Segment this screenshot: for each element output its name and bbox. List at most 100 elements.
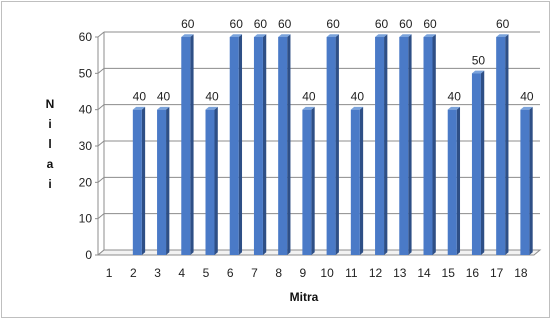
x-tick-label: 11 — [345, 266, 358, 280]
bar-front — [399, 37, 409, 255]
bar-side — [480, 70, 485, 255]
y-tick-labels: 0 10 20 30 40 50 60 — [79, 30, 93, 262]
bar-front — [157, 109, 167, 256]
bar-side — [190, 34, 194, 255]
gridline-diag — [97, 67, 105, 74]
bar-top — [205, 106, 218, 110]
bar-top — [520, 106, 533, 110]
y-tick-label: 30 — [79, 139, 93, 153]
bar-side — [456, 106, 461, 256]
bar-side — [214, 106, 218, 256]
bar — [253, 34, 267, 255]
data-label: 40 — [302, 90, 316, 104]
bar-front — [375, 37, 385, 255]
x-tick-label: 13 — [393, 266, 407, 280]
y-axis-title-letter: l — [48, 137, 51, 151]
data-label: 60 — [326, 17, 340, 31]
y-axis-title-letter: i — [48, 177, 51, 191]
bar — [205, 106, 218, 256]
bar-top — [157, 106, 170, 110]
bar-front — [229, 37, 239, 255]
bar-top — [471, 70, 485, 74]
bar-side — [238, 34, 243, 255]
bar-side — [359, 106, 364, 256]
bar — [181, 34, 194, 255]
bar-side — [262, 34, 267, 255]
bar-front — [302, 109, 312, 256]
x-tick-label: 10 — [320, 266, 334, 280]
bar-top — [326, 34, 339, 37]
data-label: 40 — [351, 90, 365, 104]
x-tick-label: 15 — [442, 266, 456, 280]
bar — [375, 34, 388, 255]
data-label: 60 — [375, 17, 389, 31]
bar-top — [302, 106, 315, 110]
y-tick-label: 40 — [79, 103, 93, 117]
x-tick-label: 1 — [106, 266, 113, 280]
x-tick-label: 8 — [275, 266, 282, 280]
data-label: 40 — [520, 90, 534, 104]
bar-front — [520, 109, 530, 256]
data-label: 40 — [157, 90, 171, 104]
data-label: 40 — [448, 90, 462, 104]
bar-front — [132, 109, 142, 256]
gridline-diag — [97, 31, 105, 38]
bar-front — [181, 37, 191, 255]
data-label: 60 — [181, 17, 195, 31]
x-tick-label: 16 — [466, 266, 480, 280]
y-tick-label: 10 — [79, 212, 93, 226]
bar — [447, 106, 461, 256]
data-label: 60 — [230, 17, 244, 31]
gridline-diag — [97, 213, 105, 220]
x-tick-label: 14 — [417, 266, 431, 280]
bar-top — [423, 34, 436, 37]
bar-side — [311, 106, 315, 256]
bars — [132, 34, 533, 256]
bar-front — [471, 73, 481, 255]
gridline-diag — [97, 104, 105, 111]
bar-front — [350, 109, 360, 256]
y-tick-label: 20 — [79, 175, 93, 189]
data-label: 40 — [205, 90, 219, 104]
data-label: 60 — [423, 17, 437, 31]
x-axis-title: Mitra — [290, 290, 319, 304]
bar-front — [496, 37, 506, 255]
bar-top — [253, 34, 267, 37]
y-axis-title-letter: N — [46, 97, 55, 111]
bar-side — [335, 34, 339, 255]
bar — [157, 106, 170, 256]
x-tick-label: 18 — [514, 266, 528, 280]
bar — [229, 34, 243, 255]
bar-side — [529, 106, 533, 256]
bar-side — [141, 106, 146, 256]
data-labels: 40 40 60 40 60 60 60 40 60 40 60 60 60 40 50 60 40 — [133, 17, 534, 104]
y-tick-label: 60 — [79, 30, 93, 44]
x-tick-labels: 1 2 3 4 5 6 7 8 9 10 11 12 13 14 15 16 17 18 — [106, 266, 528, 280]
bar-front — [253, 37, 263, 255]
bar-front — [447, 109, 457, 256]
bar-side — [287, 34, 291, 255]
bar-side — [408, 34, 412, 255]
y-axis-title-letter: i — [48, 117, 51, 131]
bar — [399, 34, 412, 255]
y-axis-title-letter: a — [47, 157, 54, 171]
bar — [496, 34, 509, 255]
bar — [326, 34, 339, 255]
x-tick-label: 2 — [130, 266, 137, 280]
bar-top — [350, 106, 364, 110]
bar-front — [326, 37, 336, 255]
bar-side — [166, 106, 170, 256]
bar-top — [447, 106, 461, 110]
data-label: 60 — [254, 17, 268, 31]
bar — [423, 34, 436, 255]
data-label: 40 — [133, 90, 147, 104]
y-tick-label: 50 — [79, 66, 93, 80]
bar-front — [205, 109, 215, 256]
gridline-diag — [97, 140, 105, 147]
gridline-diag — [97, 176, 105, 183]
bar — [278, 34, 291, 255]
x-tick-label: 3 — [154, 266, 161, 280]
bar — [302, 106, 315, 256]
bar-side — [432, 34, 436, 255]
